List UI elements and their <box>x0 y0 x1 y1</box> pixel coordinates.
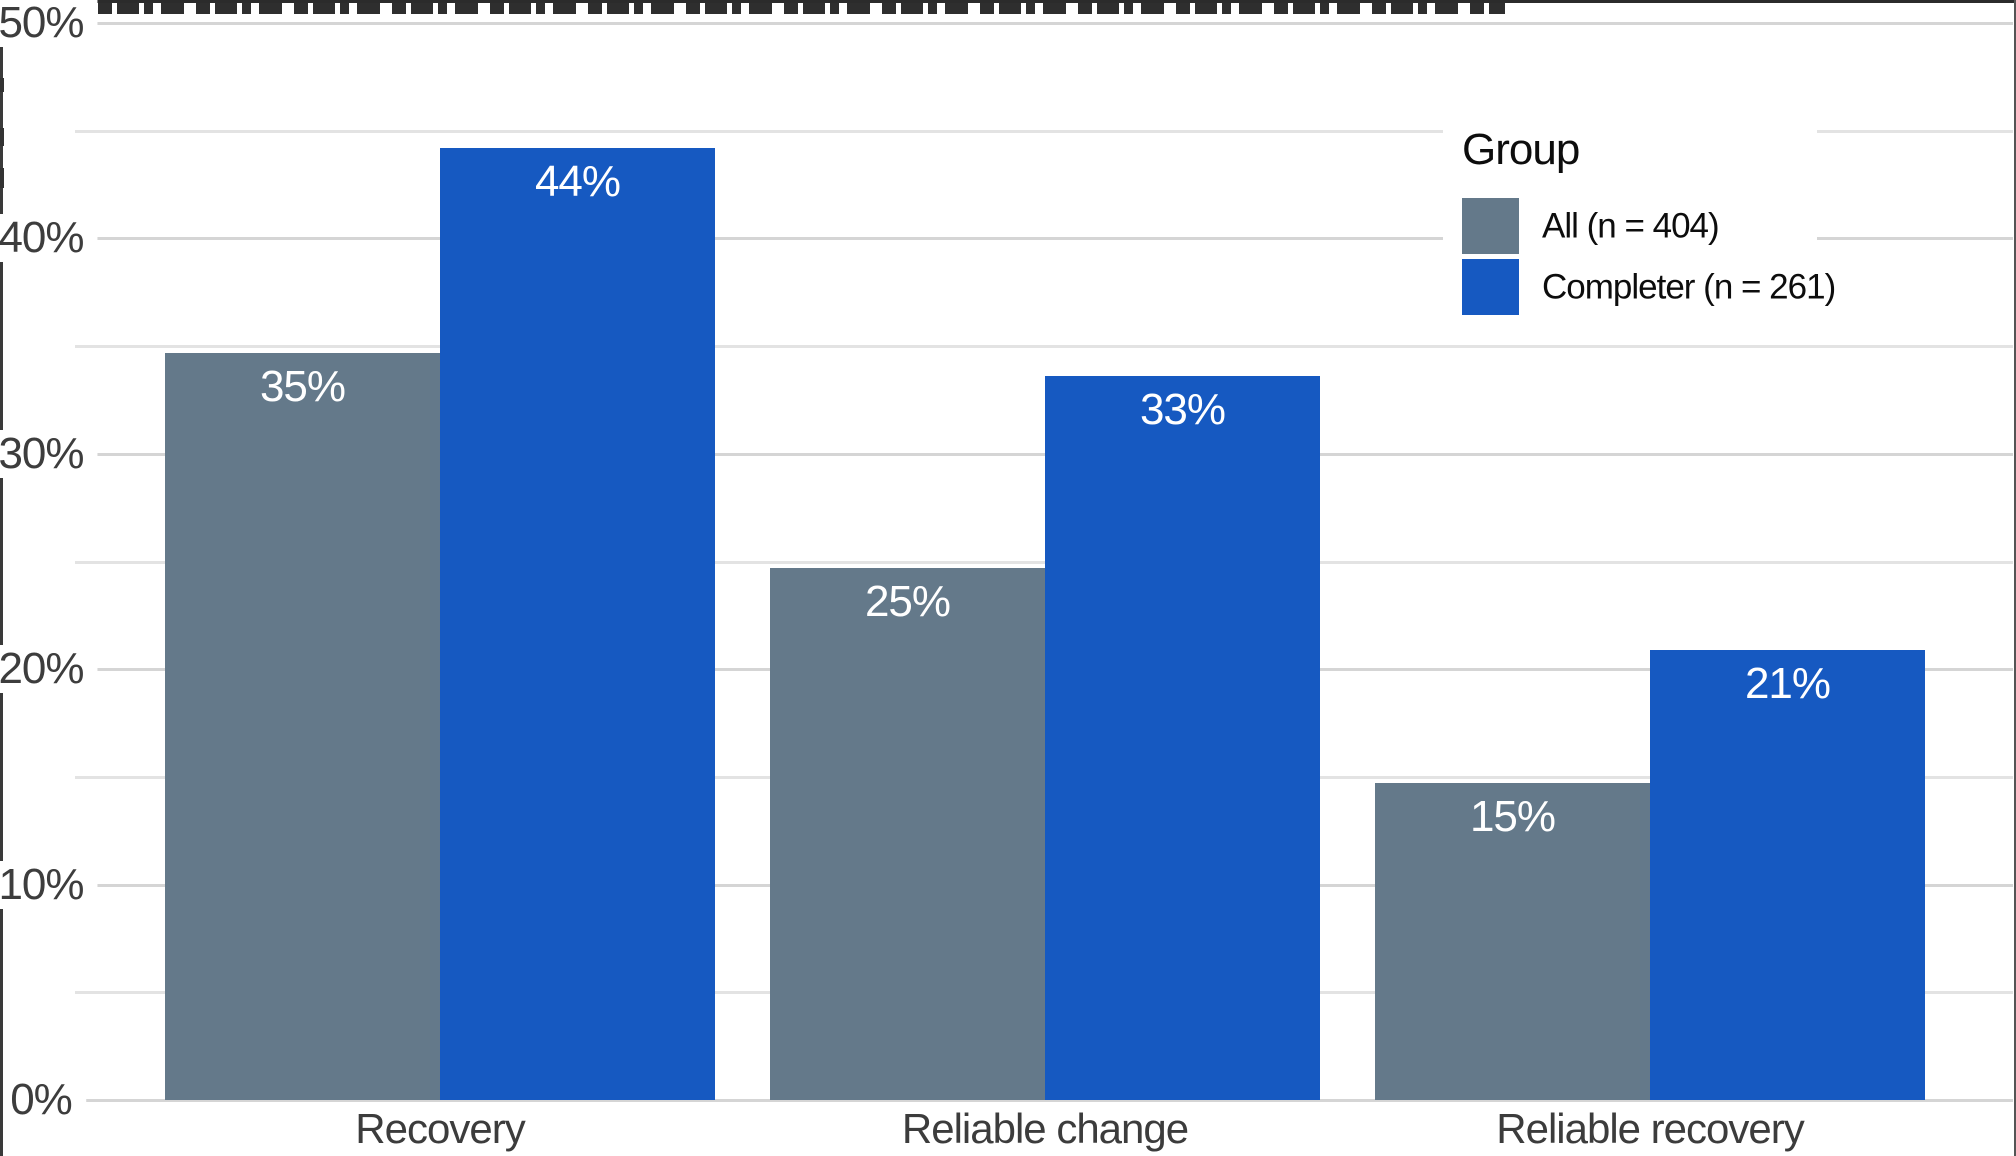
gridline-minor <box>75 345 2013 348</box>
bar-all-1: 25% <box>770 568 1045 1100</box>
bar-completer-0: 44% <box>440 148 715 1100</box>
legend-item-label: All (n = 404) <box>1542 206 1720 246</box>
bar-value-label: 33% <box>1139 385 1226 434</box>
y-tick-label: 50% <box>0 0 98 47</box>
top-border <box>0 0 2016 3</box>
bar-value-label: 35% <box>259 362 346 411</box>
clipped-title-text-remnant <box>0 3 1505 14</box>
legend-item-label: Completer (n = 261) <box>1542 267 1836 307</box>
gridline-major <box>75 237 2013 240</box>
legend-swatch-all <box>1462 198 1519 254</box>
gridline-minor <box>75 130 2013 133</box>
y-tick-label: 0% <box>4 1076 86 1124</box>
bar-completer-1: 33% <box>1045 376 1320 1100</box>
clipped-glyph-fragment <box>0 128 4 146</box>
y-tick-label: 30% <box>0 430 98 478</box>
legend: Group All (n = 404) Completer (n = 261) <box>1443 98 1836 334</box>
category-label: Reliable change <box>901 1105 1189 1152</box>
bar-all-2: 15% <box>1375 783 1650 1100</box>
gridline-minor <box>75 561 2013 564</box>
bar-value-label: 25% <box>864 577 951 626</box>
bar-value-label: 15% <box>1469 792 1556 841</box>
y-tick-label: 10% <box>0 861 98 909</box>
y-tick-label: 20% <box>0 645 98 693</box>
bar-completer-2: 21% <box>1650 650 1925 1100</box>
right-border <box>2014 0 2016 1156</box>
bar-value-label: 44% <box>534 157 621 206</box>
left-border <box>0 0 3 1156</box>
clipped-glyph-fragment <box>0 78 4 92</box>
y-tick-label: 40% <box>0 214 98 262</box>
category-label: Reliable recovery <box>1496 1105 1804 1152</box>
gridline-major <box>75 453 2013 456</box>
bar-all-0: 35% <box>165 353 440 1100</box>
bar-value-label: 21% <box>1744 659 1831 708</box>
gridline-major <box>75 22 2013 25</box>
clipped-glyph-fragment <box>0 168 4 188</box>
legend-title: Group <box>1462 125 1580 174</box>
gridline-major <box>75 1099 2013 1102</box>
legend-swatch-completer <box>1462 259 1519 315</box>
category-label: Recovery <box>355 1105 525 1152</box>
